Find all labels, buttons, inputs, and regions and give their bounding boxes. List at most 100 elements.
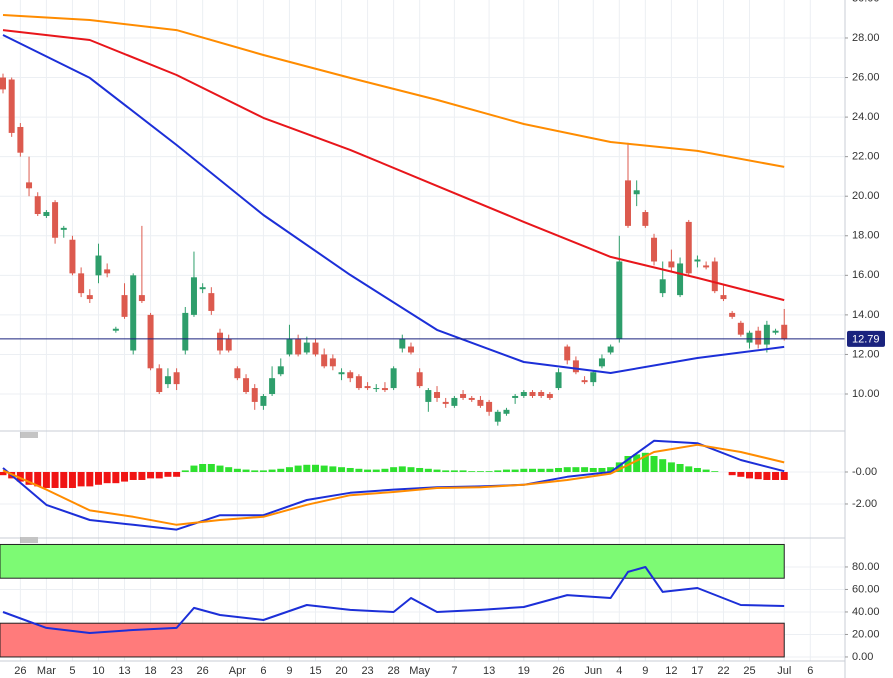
indicator-line — [2, 14, 785, 168]
labels-layer: 26 Mar 5 10 13 18 23 26 Apr 6 9 15 20 23 28 May 7 13 19 26 J… — [14, 0, 885, 677]
y-tick-label: 12.00 — [852, 348, 880, 360]
histogram-bar — [372, 469, 380, 472]
candle-body — [217, 332, 224, 351]
x-tick-label: Jul — [777, 665, 791, 677]
candle-body — [711, 261, 718, 292]
panel-handle[interactable] — [20, 537, 38, 543]
candle-body — [199, 287, 206, 290]
indicator-line — [2, 566, 785, 634]
histogram-bar — [598, 467, 606, 472]
x-tick-label: 23 — [170, 665, 182, 677]
x-tick-label: 23 — [361, 665, 373, 677]
histogram-bar — [303, 464, 311, 472]
candle-body — [659, 279, 666, 294]
y-tick-label: 14.00 — [852, 309, 880, 321]
candle-body — [607, 346, 614, 353]
histogram-bar — [259, 470, 267, 472]
candle-body — [269, 378, 276, 395]
candle-body — [772, 330, 779, 333]
candle-body — [616, 261, 623, 339]
candle-body — [60, 227, 67, 230]
candle-body — [78, 273, 85, 294]
histogram-bar — [355, 468, 363, 472]
histogram-bar — [589, 467, 597, 472]
histogram-bar — [667, 462, 675, 472]
candle-body — [486, 401, 493, 412]
histogram-bar — [164, 471, 172, 477]
candle-body — [147, 314, 154, 369]
histogram-bar — [0, 471, 7, 476]
x-tick-label: 18 — [144, 665, 156, 677]
histogram-bar — [650, 455, 658, 472]
indicator-line — [2, 29, 785, 302]
x-tick-label: 22 — [717, 665, 729, 677]
histogram-bar — [615, 462, 623, 472]
indicator-line — [2, 34, 785, 374]
y-tick-label: -0.00 — [852, 466, 877, 478]
candle-body — [8, 79, 15, 133]
candle-body — [0, 77, 6, 90]
candle-body — [416, 372, 423, 387]
candle-body — [190, 277, 197, 315]
candle-body — [512, 395, 519, 398]
histogram-bar — [181, 470, 189, 472]
histogram-bar — [763, 471, 771, 480]
histogram-bar — [529, 468, 537, 472]
histogram-bar — [511, 469, 519, 472]
candle-body — [208, 293, 215, 311]
histogram-bar — [77, 471, 85, 487]
y-tick-label: 22.00 — [852, 151, 880, 163]
candle-body — [451, 397, 458, 406]
histogram-bar — [129, 471, 137, 480]
y-tick-label: 80.00 — [852, 561, 880, 573]
y-tick-label: 24.00 — [852, 111, 880, 123]
histogram-bar — [277, 468, 285, 472]
histogram-bar — [364, 469, 372, 472]
candle-body — [425, 390, 432, 402]
histogram-bar — [155, 471, 163, 479]
histogram-bar — [424, 468, 432, 472]
candle-body — [130, 275, 137, 351]
candle-body — [17, 126, 24, 153]
candle-body — [295, 338, 302, 355]
candle-body — [460, 394, 467, 398]
candle-body — [434, 392, 441, 398]
histogram-bar — [433, 469, 441, 472]
histogram-bar — [537, 468, 545, 472]
x-tick-label: 15 — [309, 665, 321, 677]
candle-body — [321, 354, 328, 367]
candle-body — [112, 328, 119, 331]
candle-body — [69, 239, 76, 274]
candle-body — [86, 295, 93, 300]
y-tick-label: 26.00 — [852, 71, 880, 83]
y-tick-label: 28.00 — [852, 32, 880, 44]
histogram-bar — [320, 465, 328, 472]
histogram-bar — [285, 467, 293, 472]
candle-body — [572, 360, 579, 373]
y-tick-label: 18.00 — [852, 230, 880, 242]
candle-body — [737, 322, 744, 335]
histogram-bar — [685, 466, 693, 472]
x-tick-label: 26 — [14, 665, 26, 677]
histogram-bar — [190, 465, 198, 472]
panel-handle[interactable] — [20, 432, 38, 438]
histogram-bar — [86, 471, 94, 487]
candle-body — [763, 324, 770, 345]
candle-body — [381, 388, 388, 391]
histogram-bar — [25, 471, 33, 485]
candle-body — [104, 269, 111, 274]
histogram-bar — [398, 466, 406, 472]
histogram-bar — [633, 454, 641, 472]
y-tick-label: 10.00 — [852, 388, 880, 400]
candle-body — [407, 346, 414, 353]
x-tick-label: Apr — [229, 665, 246, 677]
histogram-bar — [346, 467, 354, 472]
candle-body — [390, 368, 397, 389]
x-tick-label: 7 — [451, 665, 457, 677]
candle-body — [685, 221, 692, 274]
histogram-bar — [693, 467, 701, 472]
x-tick-label: 19 — [518, 665, 530, 677]
candle-body — [590, 372, 597, 383]
candle-body — [703, 265, 710, 268]
